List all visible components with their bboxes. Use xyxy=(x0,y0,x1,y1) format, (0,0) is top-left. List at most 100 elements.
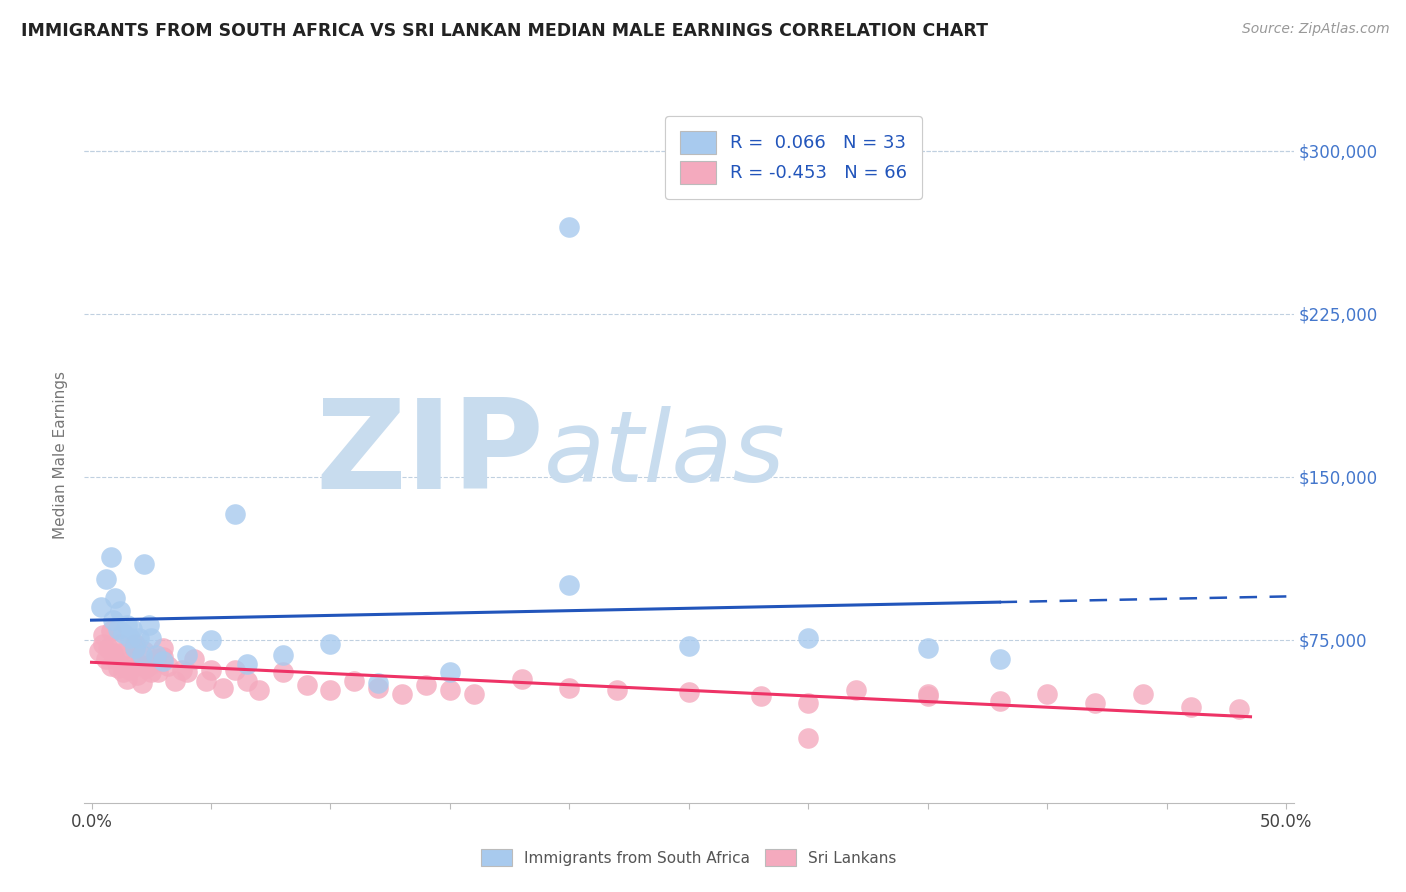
Point xyxy=(104,652,127,666)
Point xyxy=(391,687,413,701)
Point xyxy=(138,617,160,632)
Point xyxy=(111,665,134,680)
Point xyxy=(439,665,461,680)
Point xyxy=(917,690,939,704)
Point xyxy=(558,219,581,234)
Point xyxy=(224,663,246,677)
Point xyxy=(797,696,820,710)
Point xyxy=(247,682,270,697)
Point xyxy=(131,648,153,662)
Point xyxy=(415,678,437,692)
Point xyxy=(124,637,146,651)
Point xyxy=(152,641,174,656)
Point xyxy=(118,663,141,677)
Point xyxy=(132,557,155,571)
Point xyxy=(131,676,153,690)
Point xyxy=(797,731,820,745)
Point xyxy=(100,624,122,638)
Point xyxy=(200,663,222,677)
Point xyxy=(463,687,485,701)
Point xyxy=(439,682,461,697)
Point xyxy=(917,687,939,701)
Point xyxy=(101,613,124,627)
Point xyxy=(108,605,131,619)
Point xyxy=(1084,696,1107,710)
Point xyxy=(200,632,222,647)
Point xyxy=(108,646,131,660)
Point xyxy=(87,643,110,657)
Point xyxy=(510,672,533,686)
Point xyxy=(271,665,294,680)
Point xyxy=(141,665,163,680)
Point xyxy=(988,652,1011,666)
Point xyxy=(93,628,115,642)
Point xyxy=(107,622,129,636)
Point xyxy=(988,693,1011,707)
Point xyxy=(749,690,772,704)
Point xyxy=(1227,702,1250,716)
Point xyxy=(104,591,127,606)
Point xyxy=(114,658,136,673)
Point xyxy=(152,655,174,669)
Point xyxy=(165,674,187,689)
Point xyxy=(183,652,205,666)
Point xyxy=(319,637,342,651)
Point xyxy=(97,641,120,656)
Point xyxy=(156,658,179,673)
Point xyxy=(108,637,131,651)
Point xyxy=(236,674,259,689)
Point xyxy=(1132,687,1154,701)
Point xyxy=(176,648,198,662)
Point xyxy=(94,572,117,586)
Point xyxy=(141,631,163,645)
Point xyxy=(271,648,294,662)
Point xyxy=(145,648,167,662)
Point xyxy=(797,631,820,645)
Point xyxy=(124,641,146,656)
Text: atlas: atlas xyxy=(544,407,786,503)
Point xyxy=(148,665,170,680)
Point xyxy=(90,600,112,615)
Point xyxy=(101,646,124,660)
Point xyxy=(224,507,246,521)
Point xyxy=(172,663,194,677)
Point xyxy=(1036,687,1059,701)
Point xyxy=(141,657,163,671)
Point xyxy=(125,667,148,681)
Point xyxy=(111,626,134,640)
Point xyxy=(135,661,157,675)
Point xyxy=(678,685,700,699)
Point xyxy=(124,641,146,656)
Text: ZIP: ZIP xyxy=(315,394,544,516)
Point xyxy=(121,652,143,666)
Point xyxy=(917,641,939,656)
Point xyxy=(212,681,235,695)
Point xyxy=(118,631,141,645)
Point xyxy=(121,622,143,636)
Point xyxy=(93,637,115,651)
Point xyxy=(100,550,122,565)
Y-axis label: Median Male Earnings: Median Male Earnings xyxy=(53,371,69,539)
Point xyxy=(128,631,150,645)
Point xyxy=(367,681,389,695)
Text: IMMIGRANTS FROM SOUTH AFRICA VS SRI LANKAN MEDIAN MALE EARNINGS CORRELATION CHAR: IMMIGRANTS FROM SOUTH AFRICA VS SRI LANK… xyxy=(21,22,988,40)
Point xyxy=(176,665,198,680)
Point xyxy=(319,682,342,697)
Point xyxy=(100,658,122,673)
Point xyxy=(343,674,366,689)
Point xyxy=(236,657,259,671)
Point xyxy=(195,674,218,689)
Point xyxy=(128,657,150,671)
Point xyxy=(606,682,628,697)
Point xyxy=(845,682,868,697)
Point xyxy=(145,652,167,666)
Point xyxy=(94,652,117,666)
Point xyxy=(132,643,155,657)
Point xyxy=(558,578,581,592)
Legend: Immigrants from South Africa, Sri Lankans: Immigrants from South Africa, Sri Lankan… xyxy=(472,839,905,875)
Point xyxy=(367,676,389,690)
Text: Source: ZipAtlas.com: Source: ZipAtlas.com xyxy=(1241,22,1389,37)
Point xyxy=(117,617,139,632)
Legend: R =  0.066   N = 33, R = -0.453   N = 66: R = 0.066 N = 33, R = -0.453 N = 66 xyxy=(665,116,922,199)
Point xyxy=(678,639,700,653)
